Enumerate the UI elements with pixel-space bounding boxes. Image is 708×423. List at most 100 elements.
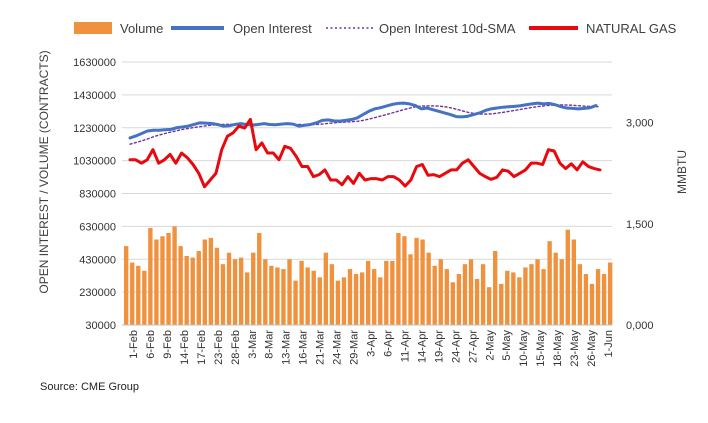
source-note: Source: CME Group [40, 381, 140, 393]
volume-bar [462, 264, 468, 325]
volume-bar [166, 232, 171, 325]
y-left-tick-label: 1230000 [73, 123, 116, 135]
volume-bar [480, 264, 486, 325]
volume-bar [372, 269, 377, 325]
volume-bar [565, 229, 570, 325]
x-tick-label: 2-May [484, 330, 496, 361]
x-tick-label: 16-Mar [298, 330, 310, 365]
volume-bar [547, 241, 552, 325]
volume-bar [238, 257, 244, 325]
volume-bar [553, 252, 558, 325]
volume-bar [281, 269, 286, 325]
y-axis-right-ticks: 3,000 1,500 0,000 [626, 118, 654, 332]
volume-bar [275, 267, 280, 325]
y-right-tick-label: 1,500 [626, 219, 654, 231]
volume-bar [523, 267, 528, 325]
x-tick-label: 23-Feb [213, 330, 225, 365]
x-tick-label: 6-Feb [145, 330, 157, 359]
y-right-tick-label: 0,000 [626, 320, 654, 332]
x-tick-label: 10-May [518, 330, 530, 367]
volume-bar [287, 259, 292, 325]
x-tick-label: 8-Mar [264, 330, 276, 359]
volume-bar [329, 264, 335, 325]
volume-bars [124, 226, 613, 326]
x-tick-label: 9-Feb [162, 330, 174, 359]
volume-bar [226, 252, 232, 325]
legend-swatch-volume [74, 22, 112, 34]
volume-bar [130, 262, 135, 325]
volume-bar [493, 251, 498, 325]
volume-bar [474, 278, 480, 325]
legend-label-natural-gas: NATURAL GAS [586, 21, 677, 36]
volume-bar [505, 270, 510, 325]
y-left-tick-label: 1630000 [73, 57, 116, 69]
x-tick-label: 18-May [552, 330, 564, 367]
volume-bar [396, 232, 401, 325]
volume-bar [136, 265, 141, 325]
x-tick-label: 26-May [586, 330, 598, 367]
volume-bar [148, 228, 153, 325]
x-tick-label: 15-May [535, 330, 547, 367]
y-left-tick-label: 1430000 [73, 90, 116, 102]
natural-gas-line [128, 117, 602, 189]
volume-bar [269, 265, 274, 325]
volume-bar [571, 239, 577, 325]
sma-line [129, 104, 599, 145]
volume-bar [589, 283, 595, 325]
volume-bar [426, 252, 431, 325]
volume-bar [414, 237, 419, 325]
volume-bar [517, 277, 522, 325]
x-tick-label: 29-Mar [349, 330, 361, 365]
volume-bar [190, 257, 195, 325]
y-left-tick-label: 230000 [79, 287, 116, 299]
volume-bar [384, 260, 389, 325]
x-tick-label: 11-Apr [399, 330, 411, 363]
x-tick-label: 27-Apr [467, 330, 479, 363]
x-tick-label: 3-Apr [366, 330, 378, 357]
volume-bar [311, 270, 316, 325]
x-tick-label: 28-Feb [230, 330, 242, 365]
legend-label-volume: Volume [120, 21, 163, 36]
volume-bar [347, 269, 353, 325]
x-tick-label: 23-May [569, 330, 581, 367]
x-tick-label: 1-Feb [128, 330, 140, 359]
volume-bar [232, 259, 238, 325]
volume-bar [335, 280, 341, 325]
y-axis-right-title: MMBTU [675, 150, 689, 194]
volume-bar [196, 251, 201, 325]
volume-bar [220, 264, 226, 325]
volume-bar [178, 246, 183, 325]
volume-bar [456, 274, 462, 325]
volume-bar [263, 259, 268, 325]
x-tick-label: 24-Mar [332, 330, 344, 365]
x-tick-label: 3-Mar [247, 330, 259, 359]
x-tick-label: 6-Apr [383, 330, 395, 357]
volume-bar [378, 277, 383, 325]
y-axis-left-ticks: 1630000 1430000 1230000 1030000 830000 630000… [73, 57, 116, 332]
volume-bar [511, 272, 516, 325]
volume-bar [257, 232, 262, 325]
x-tick-label: 17-Feb [196, 330, 208, 365]
volume-bar [402, 236, 407, 325]
x-axis-ticks: 1-Feb 6-Feb 9-Feb 14-Feb 17-Feb 23-Feb 28-Feb 3… [128, 330, 615, 367]
volume-bar [595, 269, 601, 325]
legend-label-sma: Open Interest 10d-SMA [379, 21, 516, 36]
volume-bar [305, 267, 310, 325]
volume-bar [251, 252, 256, 325]
volume-bar [202, 239, 207, 325]
volume-bar [499, 283, 504, 325]
volume-bar [323, 252, 328, 325]
volume-bar [244, 272, 250, 325]
volume-bar [438, 259, 443, 325]
volume-bar [450, 282, 456, 325]
x-tick-label: 14-Feb [179, 330, 191, 365]
grid [122, 61, 612, 293]
open-interest-line [128, 101, 598, 140]
volume-bar [142, 270, 147, 325]
y-left-tick-label: 630000 [79, 221, 116, 233]
volume-bar [172, 226, 177, 326]
x-tick-label: 14-Apr [416, 330, 428, 363]
volume-bar [208, 237, 214, 325]
volume-bar [359, 272, 365, 325]
